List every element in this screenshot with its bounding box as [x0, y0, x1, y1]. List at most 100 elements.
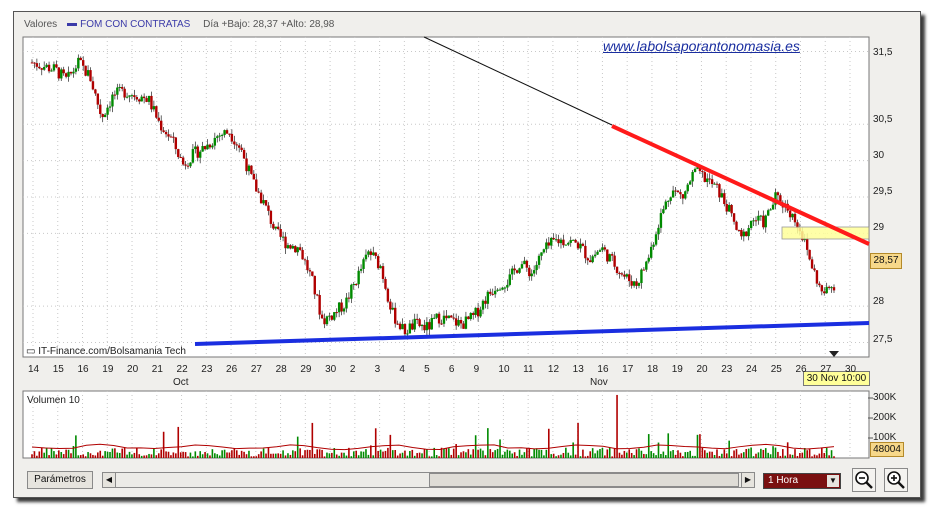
- candle-body: [518, 268, 521, 273]
- scroll-right-button[interactable]: ▶: [741, 472, 755, 488]
- volume-bar: [411, 449, 414, 458]
- candle-body: [142, 96, 146, 99]
- volume-bar: [45, 447, 48, 458]
- candle-body: [713, 183, 716, 185]
- volume-bar: [253, 456, 255, 458]
- candle-body: [384, 278, 387, 289]
- volume-bar: [97, 452, 99, 458]
- candle-body: [284, 236, 287, 249]
- scrollbar-thumb[interactable]: [429, 473, 739, 487]
- candle-body: [91, 81, 95, 90]
- volume-bar: [560, 454, 562, 458]
- x-tick: 30: [845, 364, 857, 375]
- candle-body: [613, 255, 616, 267]
- candle-body: [481, 300, 485, 310]
- volume-bar: [760, 448, 762, 458]
- volume-bar: [128, 451, 131, 458]
- volume-bar: [825, 447, 828, 458]
- volume-bar: [540, 449, 543, 458]
- candle-body: [525, 260, 529, 268]
- volume-bar: [391, 450, 394, 458]
- candle-body: [571, 239, 575, 241]
- volume-bar: [58, 450, 60, 458]
- volume-bar: [738, 454, 740, 458]
- candle-body: [340, 302, 343, 312]
- volume-bar: [452, 448, 455, 458]
- candle-body: [342, 308, 346, 312]
- volume-bar: [106, 451, 109, 458]
- volume-bar: [508, 450, 511, 458]
- volume-bar: [111, 448, 114, 458]
- volume-bar: [406, 455, 409, 458]
- volume-bar: [155, 455, 158, 458]
- volume-bar: [126, 454, 128, 458]
- volume-bar: [762, 449, 765, 458]
- candle-body: [747, 228, 750, 237]
- volume-bar: [811, 456, 813, 458]
- candle-body: [771, 204, 775, 210]
- candle-body: [423, 324, 426, 331]
- candle-body: [437, 313, 441, 324]
- last-price-badge: 28,57: [870, 253, 902, 269]
- candle-body: [696, 167, 699, 169]
- volume-bar: [321, 449, 323, 458]
- volume-bar: [374, 428, 377, 458]
- volume-bar: [713, 454, 716, 458]
- candle-body: [247, 165, 251, 172]
- scroll-left-button[interactable]: ◀: [102, 472, 116, 488]
- watermark-link[interactable]: www.labolsaporantonomasia.es: [603, 38, 800, 54]
- volume-bar: [674, 454, 677, 458]
- candle-body: [123, 88, 126, 98]
- candle-body: [686, 184, 689, 192]
- candle-body: [308, 270, 312, 272]
- volume-bar: [114, 448, 116, 458]
- volume-bar: [730, 456, 733, 458]
- volume-bar: [221, 450, 223, 458]
- candle-body: [776, 192, 780, 196]
- volume-bar: [445, 447, 448, 458]
- candle-body: [189, 162, 192, 167]
- candle-body: [698, 167, 702, 172]
- candle-body: [325, 316, 329, 325]
- candle-body: [486, 291, 490, 304]
- volume-bar: [555, 456, 557, 458]
- interval-select[interactable]: 1 Hora ▼: [763, 473, 841, 489]
- parameters-button[interactable]: Parámetros: [27, 471, 93, 489]
- volume-bar: [501, 454, 504, 458]
- volume-bar: [267, 447, 270, 458]
- volume-bar: [572, 442, 574, 458]
- volume-bar: [50, 448, 53, 458]
- candle-body: [250, 165, 253, 174]
- volume-bar: [428, 456, 431, 458]
- candle-body: [162, 130, 165, 132]
- volume-bar: [138, 454, 141, 458]
- interval-value: 1 Hora: [768, 475, 799, 486]
- volume-bar: [728, 440, 730, 458]
- zoom-in-button[interactable]: [884, 468, 908, 492]
- volume-bar: [538, 449, 540, 458]
- candle-body: [113, 94, 117, 96]
- candle-body: [623, 274, 626, 277]
- volume-bar: [704, 450, 706, 458]
- volume-bar: [669, 451, 672, 458]
- volume-bar: [494, 450, 496, 458]
- zoom-out-button[interactable]: [852, 468, 876, 492]
- candle-body: [374, 252, 377, 257]
- volume-bar: [343, 452, 345, 458]
- volume-bar: [721, 453, 723, 458]
- candle-body: [364, 254, 368, 260]
- candle-body: [201, 146, 204, 152]
- candle-body: [352, 284, 355, 286]
- volume-bar: [716, 449, 718, 458]
- volume-bar: [92, 454, 94, 458]
- volume-bar: [133, 452, 136, 458]
- candle-body: [130, 95, 134, 97]
- x-tick: 19: [671, 364, 683, 375]
- candle-body: [508, 274, 511, 285]
- volume-bar: [518, 449, 521, 458]
- y-tick: 27,5: [873, 334, 893, 345]
- candle-body: [554, 239, 558, 241]
- month-label: Nov: [590, 377, 608, 388]
- volume-bar: [240, 450, 243, 458]
